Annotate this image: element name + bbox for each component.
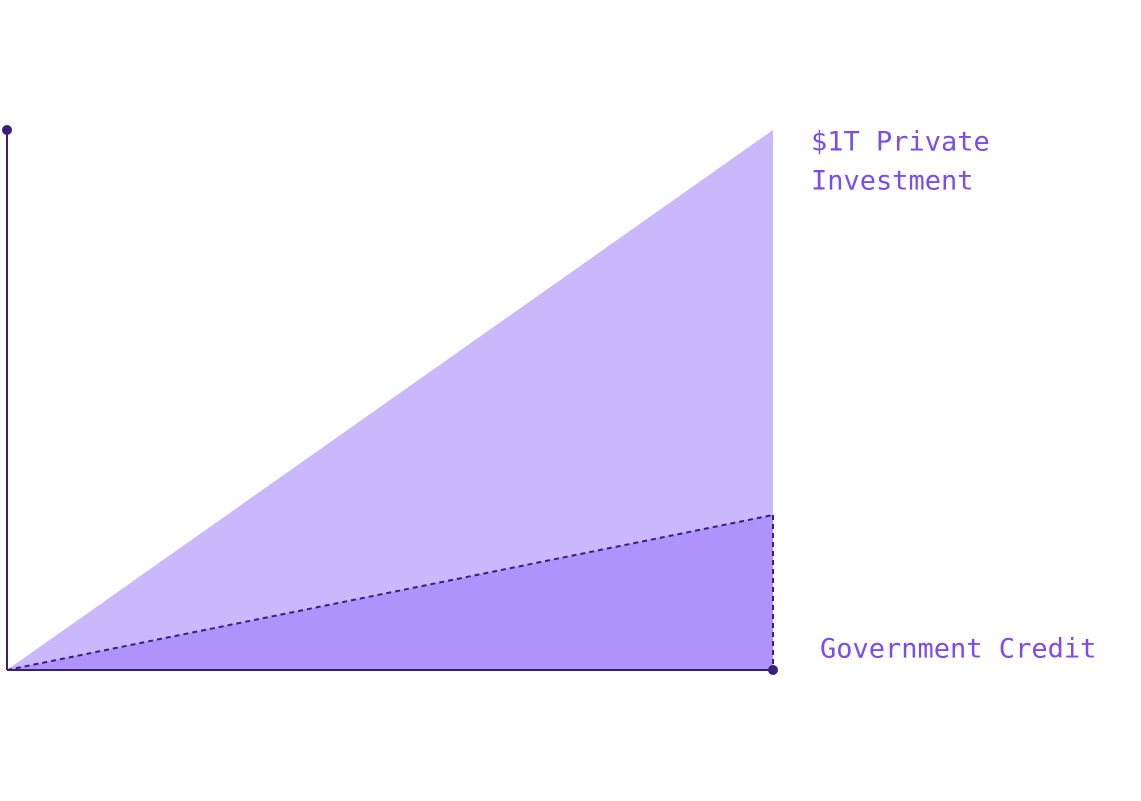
credit-dashed-line [6, 514, 774, 671]
private-investment-label: $1T Private [811, 127, 990, 158]
private-investment-area [7, 130, 773, 670]
private-investment-label: Investment [811, 166, 974, 197]
axis-end-dot [2, 125, 12, 135]
axis-end-dot [768, 665, 778, 675]
government-credit-label: Government Credit [820, 634, 1096, 665]
